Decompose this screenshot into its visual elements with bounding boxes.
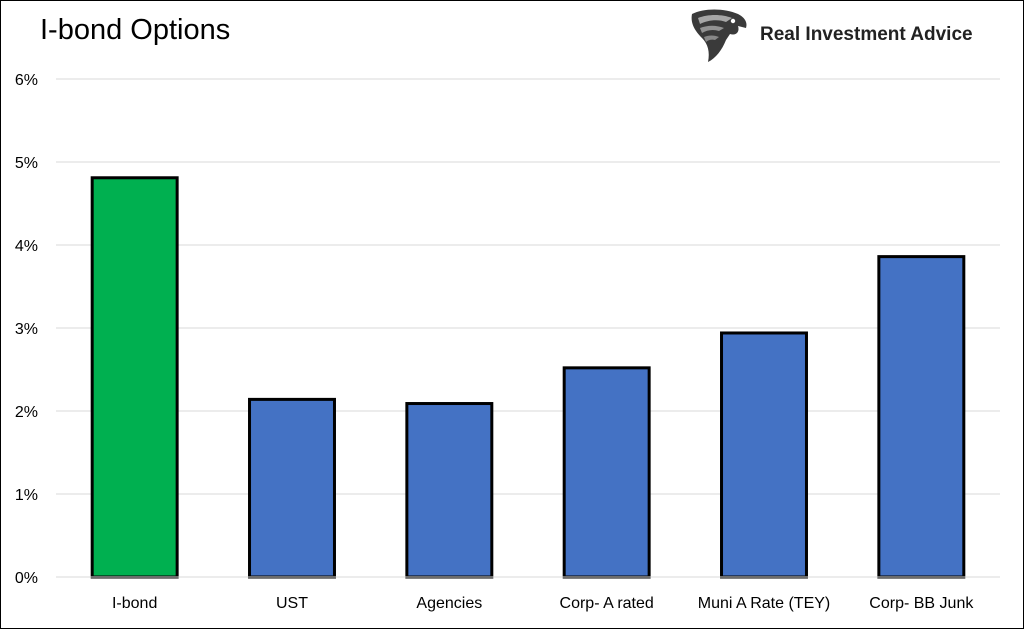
y-tick-label: 4% [15,238,38,255]
y-tick-label: 0% [15,570,38,587]
bar [405,402,494,579]
bar [90,176,179,579]
bar [248,397,336,579]
x-tick-label: Corp- BB Junk [869,595,974,612]
bar [720,331,808,579]
gridlines [56,78,1000,495]
y-axis-ticks: 0% 1% 2% 3% 4% 5% 6% [15,72,38,587]
y-tick-label: 6% [15,72,38,89]
x-tick-label: UST [276,595,308,612]
brand-name: Real Investment Advice [760,24,973,45]
chart-title: I-bond Options [40,14,231,46]
bar [877,255,966,579]
y-tick-label: 2% [15,404,38,421]
y-tick-label: 3% [15,321,38,338]
y-tick-label: 1% [15,487,38,504]
brand-logo: Real Investment Advice [686,6,1006,66]
bar [562,366,651,579]
bars [90,176,966,579]
x-tick-label: Corp- A rated [560,595,654,612]
eagle-head-icon [691,9,747,62]
y-tick-label: 5% [15,155,38,172]
x-tick-label: I-bond [112,595,157,612]
x-tick-label: Agencies [416,595,482,612]
x-axis-ticks: I-bond UST Agencies Corp- A rated Muni A Rat… [112,595,974,612]
x-tick-label: Muni A Rate (TEY) [698,595,831,612]
